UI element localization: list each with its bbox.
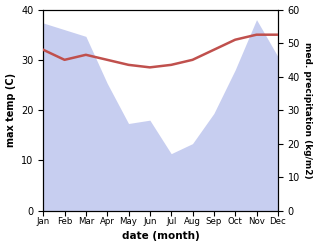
X-axis label: date (month): date (month) [122,231,199,242]
Y-axis label: med. precipitation (kg/m2): med. precipitation (kg/m2) [303,42,313,178]
Y-axis label: max temp (C): max temp (C) [5,73,16,147]
